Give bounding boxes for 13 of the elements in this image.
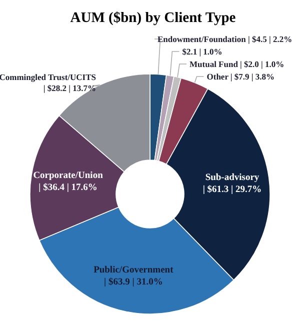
slice-label: Sub-advisory (205, 172, 260, 183)
slice-label: Corporate/Union (33, 170, 104, 181)
data-label: | $61.3 | 29.7% (202, 184, 262, 195)
slice-label: Public/Government (94, 265, 174, 276)
data-label: | $63.9 | 31.0% (104, 277, 163, 288)
data-label: | $28.2 | 13.7% (43, 83, 96, 93)
slice-label: Endowment/Foundation | $4.5 | 2.2% (158, 34, 292, 44)
slice-label: Commingled Trust/UCITS (0, 72, 96, 82)
data-label: $2.1 | 1.0% (182, 46, 222, 56)
data-label: | $36.4 | 17.6% (38, 182, 98, 193)
slice-label: Mutual Fund | $2.0 | 1.0% (190, 59, 284, 69)
slice-label: Other | $7.9 | 3.8% (206, 72, 275, 82)
chart-title: AUM ($bn) by Client Type (70, 10, 236, 26)
